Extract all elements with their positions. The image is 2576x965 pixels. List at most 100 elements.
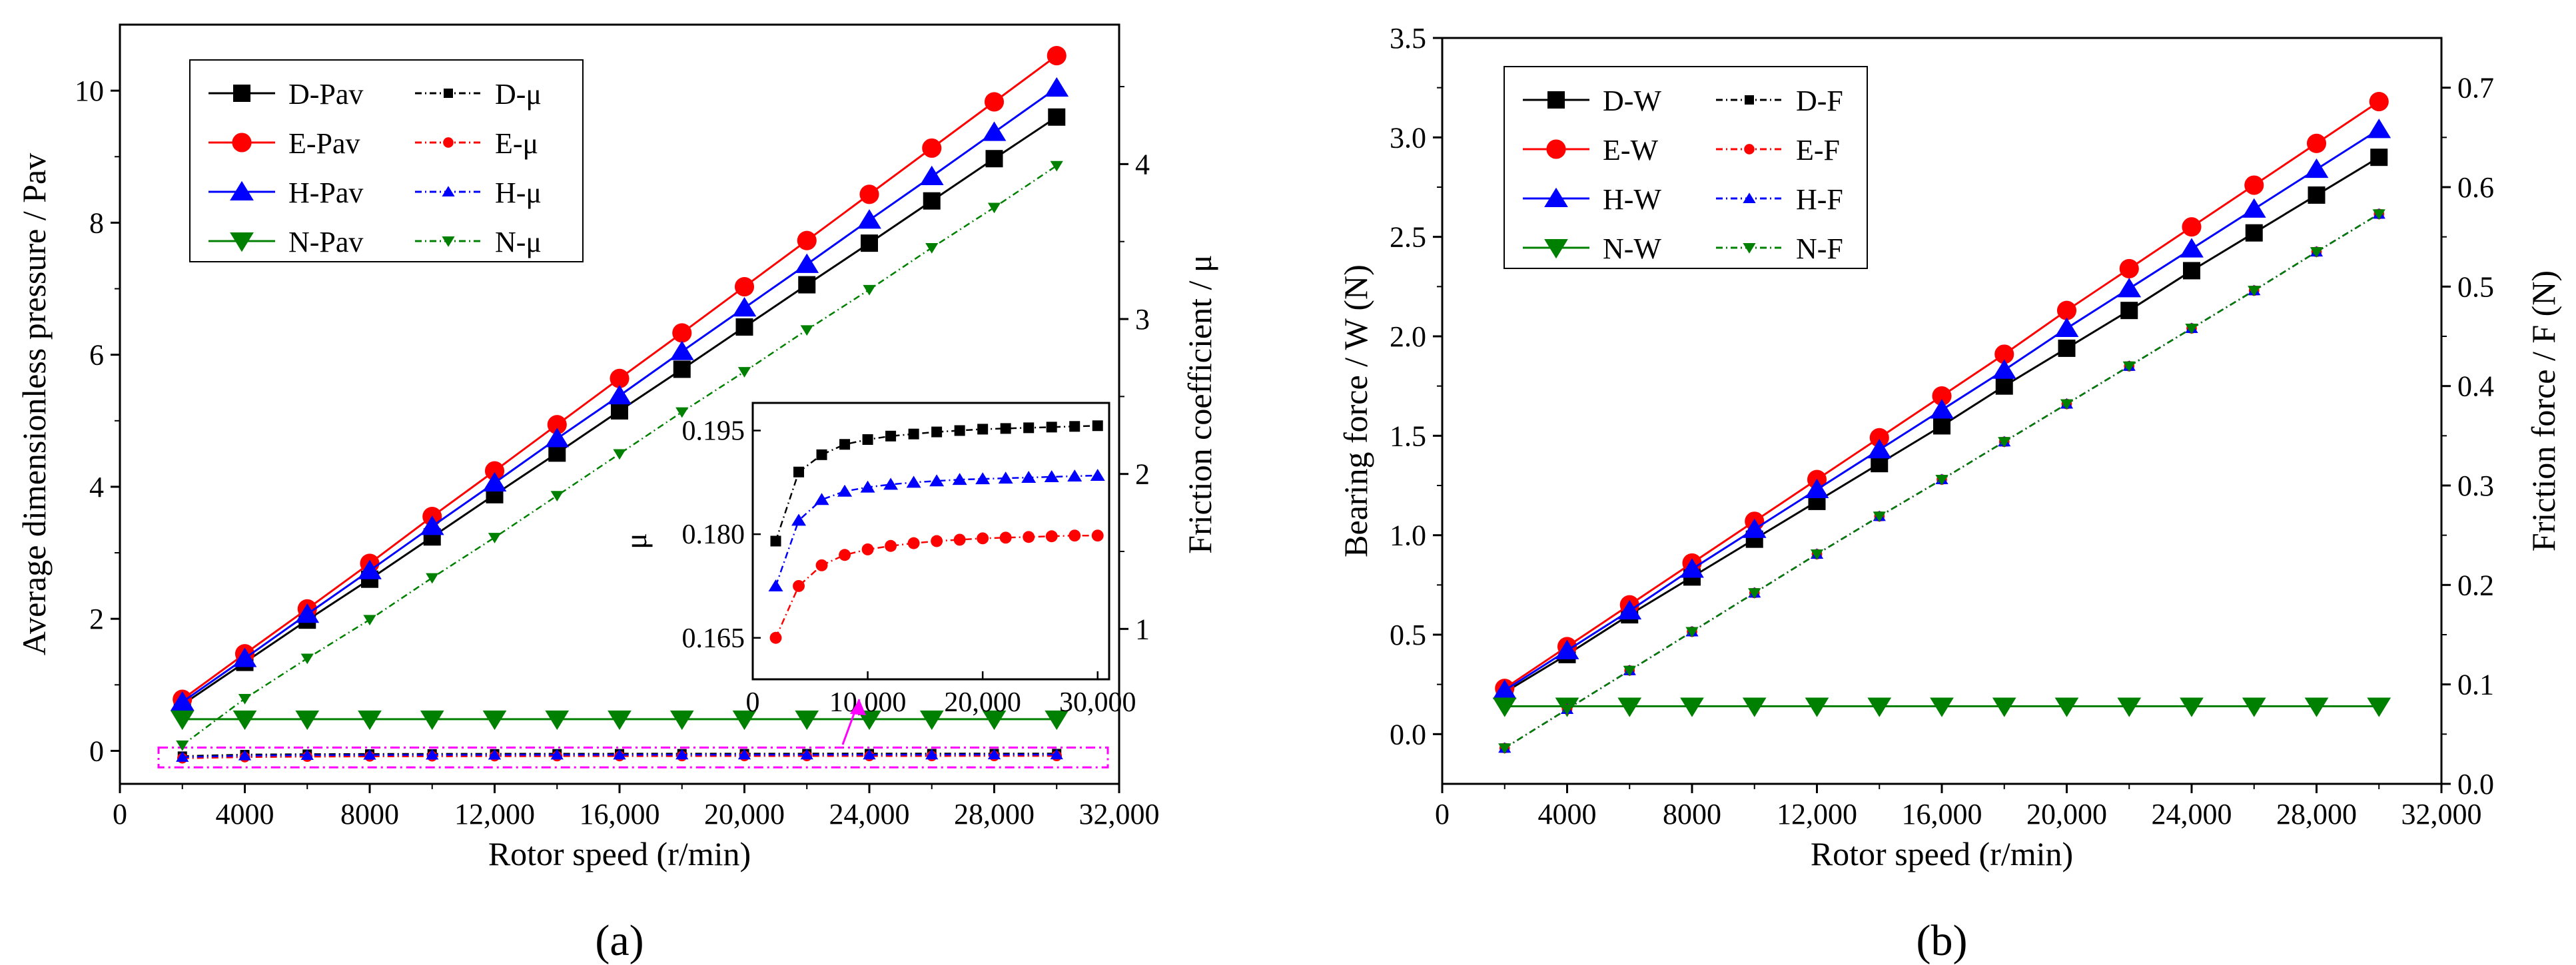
inset-series-line	[775, 424, 1098, 541]
inset-data-point	[861, 543, 874, 555]
y-left-tick-label: 0	[89, 735, 104, 767]
x-tick-label: 32,000	[2401, 798, 2482, 830]
data-point	[482, 472, 507, 491]
data-point	[550, 491, 564, 502]
data-point	[1867, 438, 1892, 459]
inset-data-point	[1044, 470, 1059, 483]
x-tick-label: 12,000	[1777, 798, 1857, 830]
data-point	[170, 710, 195, 731]
data-point	[363, 615, 376, 626]
chart-panel-b: 0 4000 8000 12,000 16,000 20,000 24,000 28,000 3…	[1337, 22, 2562, 965]
data-point	[547, 415, 567, 435]
y-left-tick-label: 2	[89, 603, 104, 635]
data-point	[238, 694, 252, 705]
data-point	[484, 461, 505, 481]
y-right-tick-label: 0.0	[2457, 768, 2494, 801]
inset-data-point	[907, 537, 920, 549]
data-point	[2367, 119, 2391, 139]
data-point	[857, 209, 881, 229]
y-left-tick-label: 1.0	[1390, 519, 1426, 552]
inset-data-point	[908, 428, 919, 440]
y-right-tick-label: 1	[1135, 613, 1150, 645]
data-point	[1994, 344, 2014, 364]
data-point	[919, 710, 944, 731]
legend-marker	[442, 186, 455, 196]
x-tick-label: 24,000	[2152, 798, 2232, 830]
inset-data-point	[837, 484, 853, 497]
data-point	[2308, 186, 2326, 204]
data-point	[610, 368, 630, 388]
data-point	[420, 515, 444, 535]
data-point	[1748, 588, 1761, 599]
data-point	[669, 340, 694, 360]
y-right-tick-label: 0.4	[2457, 370, 2494, 403]
legend-label: H-F	[1796, 183, 1843, 216]
data-point	[985, 150, 1003, 168]
x-tick-label: 16,000	[1902, 798, 1982, 830]
inset-data-point	[1023, 422, 1035, 434]
data-point	[2117, 697, 2142, 717]
y-right-tick-label: 0.3	[2457, 470, 2494, 502]
data-point	[1623, 665, 1636, 677]
series-line	[182, 164, 1057, 746]
inset-data-point	[815, 559, 828, 571]
inset-data-point	[793, 579, 805, 592]
inset-data-point	[1067, 469, 1082, 482]
inset-data-point	[1069, 421, 1080, 432]
data-point	[857, 710, 881, 731]
y-axis-label-right: Friction coefficient / μ	[1181, 254, 1218, 553]
panel-label: (a)	[595, 916, 644, 965]
data-point	[2180, 697, 2204, 717]
data-point	[488, 749, 502, 760]
x-axis-label: Rotor speed (r/min)	[1811, 835, 2073, 872]
data-point	[798, 276, 816, 294]
data-point	[2306, 133, 2327, 153]
data-point	[295, 710, 320, 731]
series-e-w	[1495, 92, 2389, 699]
chart-panel-a: 0 4000 8000 12,000 16,000 20,000 24,000 28,000 3…	[15, 23, 1218, 965]
legend-label: D-Pav	[288, 78, 363, 111]
x-tick-label: 0	[1435, 798, 1450, 830]
data-point	[1047, 46, 1067, 66]
inset-data-point	[885, 539, 897, 552]
legend-marker	[233, 85, 250, 102]
x-tick-label: 24,000	[829, 798, 910, 830]
data-point	[1050, 749, 1063, 760]
series-n-pav	[170, 710, 1069, 731]
inset-x-tick-label: 10,000	[829, 687, 907, 718]
data-point	[2117, 278, 2142, 298]
inset-data-point	[1092, 420, 1103, 432]
data-point	[1617, 599, 1642, 620]
y-left-tick-label: 0.0	[1390, 718, 1426, 751]
data-point	[608, 384, 632, 405]
data-point	[238, 749, 252, 761]
data-point	[550, 749, 564, 760]
data-point	[1742, 697, 1767, 717]
series-line	[182, 755, 1057, 759]
data-point	[2054, 317, 2079, 338]
inset-data-point	[1045, 530, 1058, 543]
legend-marker	[230, 180, 254, 200]
inset-chart: 0 10,000 20,000 30,000 0.165 0.180 0.195 μ	[619, 402, 1136, 745]
y-left-tick-label: 3.5	[1390, 22, 1426, 55]
legend-marker	[1743, 192, 1756, 203]
data-point	[2060, 399, 2074, 410]
data-point	[732, 710, 757, 731]
inset-data-point	[860, 480, 875, 493]
data-point	[737, 749, 751, 760]
series-line	[182, 753, 1057, 757]
data-point	[363, 749, 376, 760]
y-right-tick-label: 3	[1135, 303, 1150, 336]
inset-data-point	[999, 531, 1012, 544]
legend-marker	[443, 137, 454, 148]
data-point	[1873, 511, 1886, 523]
data-point	[800, 749, 813, 760]
legend-label: N-F	[1796, 232, 1843, 265]
data-point	[922, 138, 942, 158]
inset-pointer-arrowhead	[850, 699, 866, 715]
data-point	[675, 407, 689, 418]
data-point	[675, 749, 689, 760]
inset-data-point	[793, 466, 805, 478]
data-point	[2367, 697, 2391, 717]
